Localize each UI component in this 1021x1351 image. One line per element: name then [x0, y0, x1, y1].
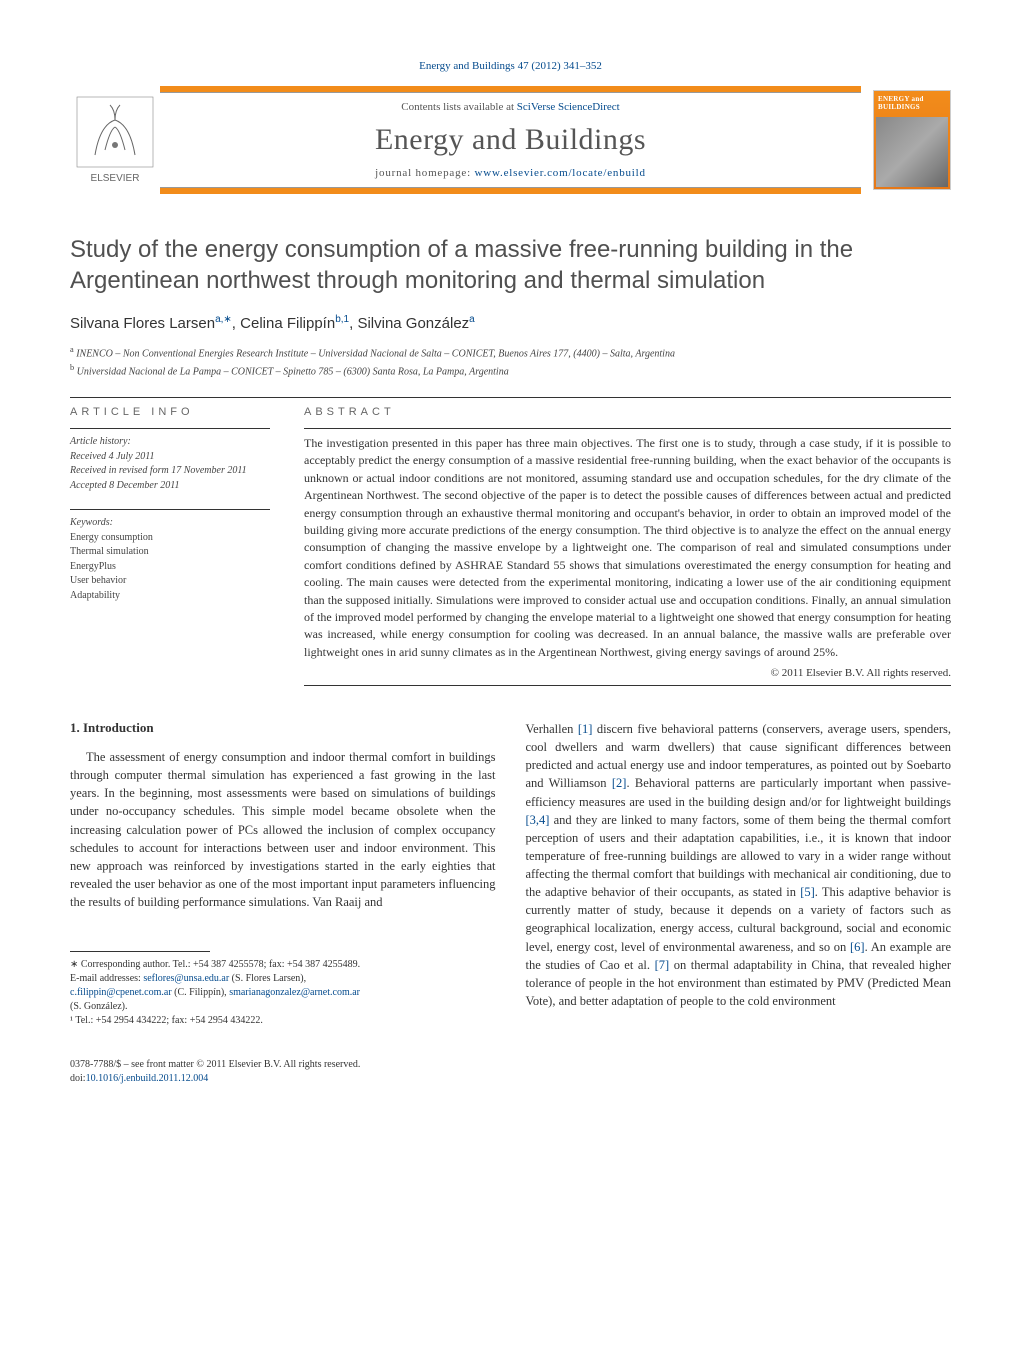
affiliations: a INENCO – Non Conventional Energies Res… — [70, 344, 951, 379]
citation-line: Energy and Buildings 47 (2012) 341–352 — [70, 60, 951, 72]
citation-ref[interactable]: [2] — [612, 776, 627, 790]
footnotes: ∗ Corresponding author. Tel.: +54 387 42… — [70, 958, 496, 1028]
corresponding-author-note: ∗ Corresponding author. Tel.: +54 387 42… — [70, 958, 496, 972]
authors: Silvana Flores Larsena,∗, Celina Filippí… — [70, 314, 951, 332]
abstract-text: The investigation presented in this pape… — [304, 428, 951, 661]
elsevier-logo: ELSEVIER — [70, 86, 160, 194]
homepage-line: journal homepage: www.elsevier.com/locat… — [180, 167, 841, 179]
citation-ref[interactable]: [6] — [850, 940, 865, 954]
doi-label: doi: — [70, 1073, 86, 1084]
author-2: Celina Filippín — [240, 315, 335, 332]
svg-text:ELSEVIER: ELSEVIER — [91, 173, 140, 184]
abstract-rule — [304, 685, 951, 686]
citation-ref[interactable]: [5] — [800, 885, 815, 899]
divider — [70, 397, 951, 398]
email-who-3: (S. González). — [70, 1000, 496, 1014]
accepted-date: Accepted 8 December 2011 — [70, 479, 270, 494]
journal-name: Energy and Buildings — [180, 123, 841, 157]
journal-cover: ENERGY and BUILDINGS — [861, 86, 951, 194]
article-history: Article history: Received 4 July 2011 Re… — [70, 428, 270, 493]
keywords-block: Keywords: Energy consumption Thermal sim… — [70, 509, 270, 603]
author-2-sup: b,1 — [335, 314, 349, 325]
homepage-link[interactable]: www.elsevier.com/locate/enbuild — [475, 167, 646, 179]
affiliation-a: INENCO – Non Conventional Energies Resea… — [76, 349, 675, 360]
keyword: User behavior — [70, 574, 270, 589]
author-3: Silvina González — [357, 315, 469, 332]
email-who-2: (C. Filippín), — [172, 987, 230, 998]
citation-ref[interactable]: [1] — [578, 722, 593, 736]
abstract-head: ABSTRACT — [304, 406, 951, 418]
affiliation-b: Universidad Nacional de La Pampa – CONIC… — [77, 366, 509, 377]
article-info-head: ARTICLE INFO — [70, 406, 270, 418]
issn-line: 0378-7788/$ – see front matter © 2011 El… — [70, 1058, 951, 1072]
keyword: EnergyPlus — [70, 560, 270, 575]
homepage-prefix: journal homepage: — [375, 167, 474, 179]
history-label: Article history: — [70, 435, 270, 450]
keyword: Adaptability — [70, 589, 270, 604]
cover-image — [876, 117, 948, 187]
citation-ref[interactable]: [7] — [655, 958, 670, 972]
keyword: Thermal simulation — [70, 545, 270, 560]
citation-ref[interactable]: [3,4] — [526, 813, 550, 827]
email-link-2[interactable]: c.filippin@cpenet.com.ar — [70, 987, 172, 998]
section-heading-intro: 1. Introduction — [70, 720, 496, 736]
email-who-1: (S. Flores Larsen), — [229, 973, 306, 984]
author-3-sup: a — [469, 314, 475, 325]
bottom-orange-bar — [160, 188, 861, 194]
keywords-label: Keywords: — [70, 516, 270, 531]
page-footer: 0378-7788/$ – see front matter © 2011 El… — [70, 1058, 951, 1086]
cover-title: ENERGY and BUILDINGS — [874, 91, 950, 115]
journal-header: ELSEVIER Contents lists available at Sci… — [70, 86, 951, 194]
author-1: Silvana Flores Larsen — [70, 315, 215, 332]
email-label: E-mail addresses: — [70, 973, 143, 984]
footnote-1: ¹ Tel.: +54 2954 434222; fax: +54 2954 4… — [70, 1014, 496, 1028]
sciencedirect-link[interactable]: SciVerse ScienceDirect — [517, 101, 620, 113]
body-text-span: Verhallen — [526, 722, 578, 736]
revised-date: Received in revised form 17 November 201… — [70, 464, 270, 479]
author-1-sup: a,∗ — [215, 314, 232, 325]
email-link-3[interactable]: smarianagonzalez@arnet.com.ar — [229, 987, 360, 998]
contents-prefix: Contents lists available at — [401, 101, 516, 113]
article-title: Study of the energy consumption of a mas… — [70, 234, 951, 296]
doi-link[interactable]: 10.1016/j.enbuild.2011.12.004 — [86, 1073, 209, 1084]
body-paragraph: The assessment of energy consumption and… — [70, 748, 496, 911]
email-link-1[interactable]: seflores@unsa.edu.ar — [143, 973, 229, 984]
keyword: Energy consumption — [70, 531, 270, 546]
contents-line: Contents lists available at SciVerse Sci… — [180, 101, 841, 113]
footnote-rule — [70, 951, 210, 952]
body-paragraph: Verhallen [1] discern five behavioral pa… — [526, 720, 952, 1010]
abstract-copyright: © 2011 Elsevier B.V. All rights reserved… — [304, 667, 951, 679]
received-date: Received 4 July 2011 — [70, 450, 270, 465]
